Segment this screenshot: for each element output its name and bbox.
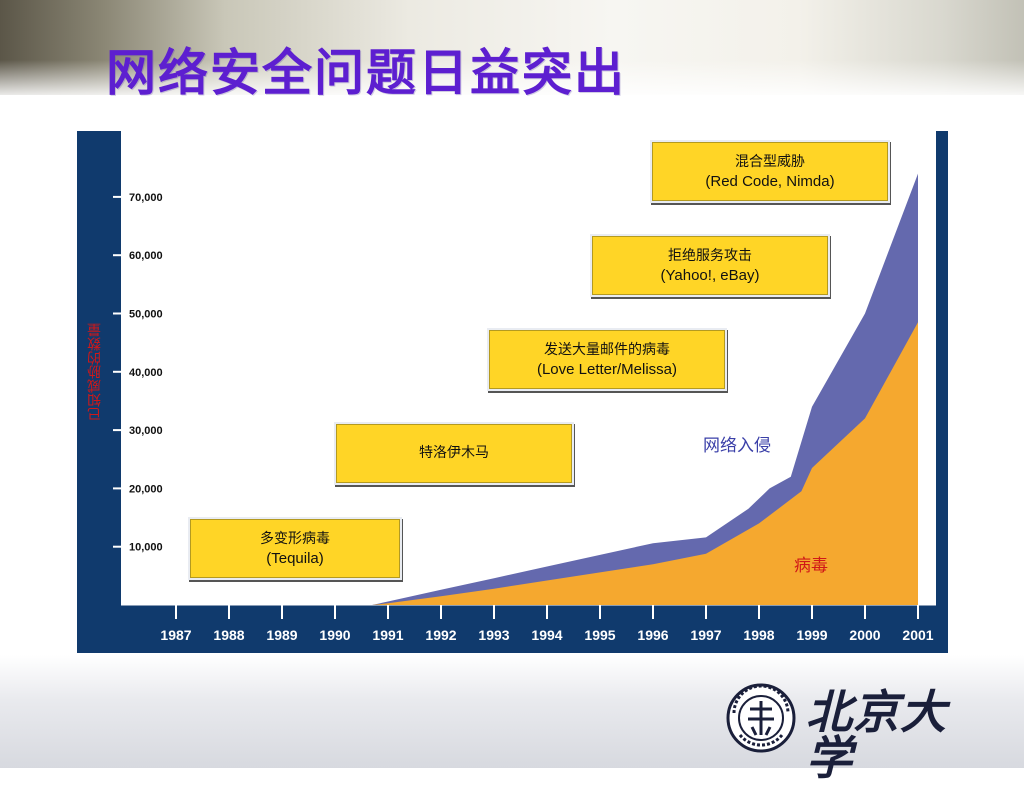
- university-name: 北京大学: [806, 685, 947, 785]
- annotation-line2: (Red Code, Nimda): [705, 172, 835, 190]
- x-tick-label: 1997: [690, 627, 721, 643]
- series-label-virus: 病毒: [794, 556, 828, 576]
- x-tick-label: 1991: [372, 627, 403, 643]
- y-tick-label: 10,000: [129, 542, 163, 554]
- y-tick-label: 50,000: [129, 309, 163, 321]
- annotation-line1: 发送大量邮件的病毒: [544, 341, 670, 358]
- threat-chart: 10,000 20,000 30,000 40,000 50,000 60,000 70,0…: [113, 173, 936, 643]
- x-tick-label: 1993: [478, 627, 509, 643]
- y-tick-label: 40,000: [129, 367, 163, 379]
- slide-title: 网络安全问题日益突出: [106, 44, 626, 102]
- y-tick-label: 30,000: [129, 425, 163, 437]
- x-tick-label: 2001: [902, 627, 933, 643]
- university-logo: 北京大学: [726, 683, 976, 781]
- annotation-line1: 多变形病毒: [260, 530, 330, 547]
- annotation-line2: (Tequila): [266, 549, 324, 567]
- annotation-tequila: 多变形病毒 (Tequila): [188, 517, 402, 580]
- annotation-line2: (Yahoo!, eBay): [660, 266, 760, 284]
- annotation-blended-threat: 混合型威胁 (Red Code, Nimda): [650, 140, 890, 203]
- annotation-line1: 拒绝服务攻击: [668, 247, 752, 264]
- series-area-virus: [372, 322, 919, 605]
- annotation-mass-mailing-virus: 发送大量邮件的病毒 (Love Letter/Melissa): [487, 328, 727, 391]
- x-tick-label: 1996: [637, 627, 668, 643]
- x-tick-label: 1998: [743, 627, 774, 643]
- x-tick-label: 2000: [849, 627, 880, 643]
- annotation-dos-attack: 拒绝服务攻击 (Yahoo!, eBay): [590, 234, 830, 297]
- annotation-line1: 特洛伊木马: [419, 445, 489, 461]
- x-tick-label: 1990: [319, 627, 350, 643]
- x-tick-label: 1987: [160, 627, 191, 643]
- series-area-intrusion: [372, 173, 919, 605]
- x-tick-label: 1989: [266, 627, 297, 643]
- y-tick-label: 70,000: [129, 192, 163, 204]
- y-axis-label: 已知威胁的数量: [87, 323, 103, 421]
- x-tick-label: 1995: [584, 627, 615, 643]
- x-tick-label: 1994: [531, 627, 562, 643]
- y-tick-label: 60,000: [129, 250, 163, 262]
- annotation-trojan: 特洛伊木马: [334, 422, 574, 485]
- y-tick-label: 20,000: [129, 483, 163, 495]
- annotation-line1: 混合型威胁: [735, 153, 805, 170]
- annotation-line2: (Love Letter/Melissa): [536, 360, 678, 378]
- series-label-intrusion: 网络入侵: [703, 436, 771, 456]
- footer-background: [0, 655, 1024, 768]
- header-background-fade: [0, 60, 1024, 100]
- x-tick-label: 1988: [213, 627, 244, 643]
- x-tick-label: 1992: [425, 627, 456, 643]
- x-tick-label: 1999: [796, 627, 827, 643]
- university-seal-icon: [726, 683, 796, 753]
